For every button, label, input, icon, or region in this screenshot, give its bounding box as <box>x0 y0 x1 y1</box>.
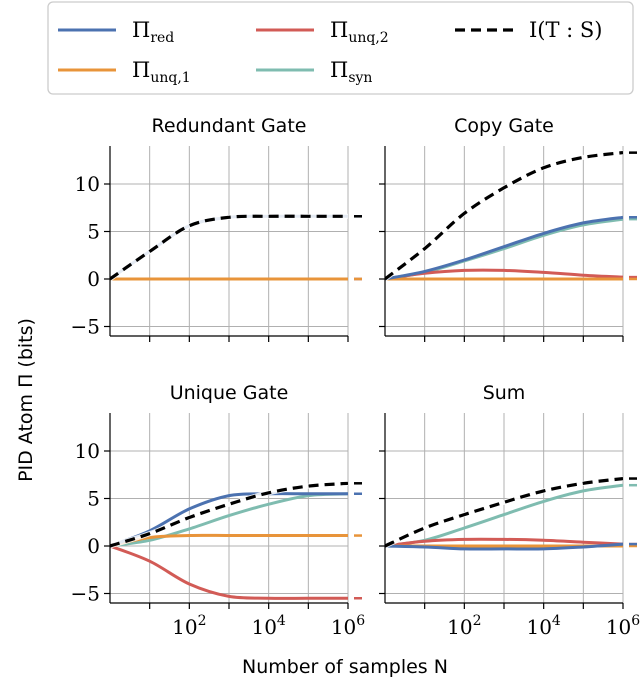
panel-title: Copy Gate <box>454 115 554 137</box>
series-group <box>110 480 348 600</box>
x-tick-label: 106 <box>331 613 365 639</box>
series-line-i-t-s <box>385 151 623 281</box>
x-tick-label: 102 <box>447 613 481 639</box>
y-tick-label: 5 <box>87 220 100 244</box>
legend-entry-i-t-s: I(T : S) <box>455 18 603 42</box>
grid <box>110 413 349 603</box>
grid <box>110 146 349 336</box>
series-line-red <box>110 492 348 548</box>
x-tick-label-exp: 2 <box>473 613 482 629</box>
panel-title: Redundant Gate <box>152 115 307 137</box>
x-tick-label: 104 <box>251 613 285 639</box>
legend-frame <box>47 1 634 95</box>
y-tick-label: 0 <box>87 534 100 558</box>
y-axis-label: PID Atom Π (bits) <box>15 318 37 482</box>
series-line-syn <box>110 492 348 548</box>
panel-copy-gate: Copy Gate <box>379 115 637 342</box>
panel-sum: Sum 102 104 106 <box>379 382 640 639</box>
series-line-red <box>385 215 623 281</box>
y-tick-label: 0 <box>87 267 100 291</box>
x-tick-label-exp: 4 <box>552 613 561 629</box>
legend-label-sub: syn <box>348 70 372 86</box>
series-line-i-t-s <box>110 481 348 548</box>
x-axis-label: Number of samples N <box>242 656 448 678</box>
legend-label-sub: unq,1 <box>150 70 190 86</box>
y-tick-label: 10 <box>75 172 100 196</box>
x-tick-label: 104 <box>526 613 560 639</box>
y-tick-label: 5 <box>87 487 100 511</box>
panel-redundant-gate: Redundant Gate −5 0 5 10 <box>71 115 362 342</box>
x-tick-label: 106 <box>606 613 640 639</box>
x-tick-label-exp: 4 <box>277 613 286 629</box>
series-line-unq-1 <box>110 533 348 548</box>
chart-panels: Redundant Gate −5 0 5 10 Copy Gate Unique Gate… <box>71 115 641 639</box>
legend-label: I(T : S) <box>529 18 603 42</box>
y-tick-label: −5 <box>71 582 100 606</box>
panel-title: Sum <box>483 382 526 404</box>
x-tick-label-exp: 6 <box>356 613 365 629</box>
series-line-red <box>385 542 623 551</box>
series-line-unq-2 <box>385 537 623 548</box>
y-tick-label: 10 <box>75 439 100 463</box>
series-line-i-t-s <box>110 214 348 281</box>
series-group <box>110 213 348 282</box>
legend-label-sub: red <box>150 30 174 46</box>
series-line-unq-2 <box>385 268 623 281</box>
panel-title: Unique Gate <box>170 382 289 404</box>
legend-label-sub: unq,2 <box>348 30 388 46</box>
grid <box>385 413 624 603</box>
series-line-unq-2 <box>110 544 348 600</box>
series-line-i-t-s <box>385 477 623 548</box>
series-group <box>385 150 623 281</box>
panel-unique-gate: Unique Gate −5 0 5 10 102 104 106 <box>71 382 366 639</box>
x-tick-label-exp: 2 <box>198 613 207 629</box>
x-tick-label: 102 <box>172 613 206 639</box>
series-group <box>385 476 623 551</box>
y-tick-label: −5 <box>71 315 100 339</box>
x-tick-label-exp: 6 <box>631 613 640 629</box>
grid <box>385 146 624 336</box>
